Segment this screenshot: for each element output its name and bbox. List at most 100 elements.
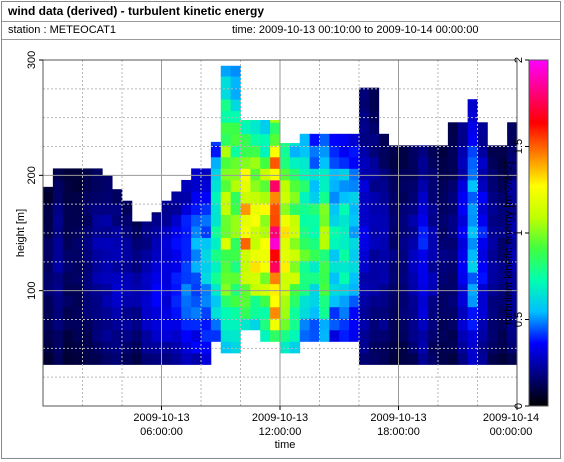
heatmap-cell xyxy=(250,283,261,296)
heatmap-cell xyxy=(82,341,93,354)
heatmap-cell xyxy=(82,226,93,239)
heatmap-cell xyxy=(191,237,202,250)
heatmap-cell xyxy=(457,191,469,204)
heatmap-cell xyxy=(438,203,449,215)
heatmap-cell xyxy=(299,145,311,158)
heatmap-cell xyxy=(240,133,251,146)
heatmap-cell xyxy=(240,283,251,296)
heatmap-cell xyxy=(43,214,54,227)
heatmap-cell xyxy=(487,156,498,169)
station-label: station : METEOCAT1 xyxy=(8,24,116,36)
heatmap-cell xyxy=(82,272,93,285)
heatmap-cell xyxy=(497,249,508,262)
heatmap-cell xyxy=(240,156,251,169)
heatmap-cell xyxy=(230,249,241,262)
heatmap-cell xyxy=(250,226,261,239)
heatmap-cell xyxy=(141,226,153,239)
heatmap-cell xyxy=(210,168,222,181)
heatmap-cell xyxy=(329,295,340,308)
heatmap-cell xyxy=(210,260,222,273)
heatmap-cell xyxy=(408,168,419,181)
heatmap-cell xyxy=(408,295,419,308)
heatmap-cell xyxy=(428,237,439,250)
heatmap-cell xyxy=(447,133,459,146)
heatmap-cell xyxy=(92,318,103,331)
heatmap-cell xyxy=(359,352,370,365)
heatmap-cell xyxy=(92,203,103,215)
heatmap-cell xyxy=(161,203,172,215)
heatmap-cell xyxy=(171,249,182,262)
heatmap-cell xyxy=(329,318,340,331)
heatmap-cell xyxy=(151,249,162,262)
heatmap-cell xyxy=(240,318,251,331)
heatmap-cell xyxy=(102,283,113,296)
heatmap-cells xyxy=(43,65,518,365)
heatmap-cell xyxy=(319,168,330,181)
heatmap-cell xyxy=(240,179,251,192)
heatmap-cell xyxy=(112,272,123,285)
heatmap-cell xyxy=(220,283,232,296)
heatmap-cell xyxy=(72,352,83,365)
heatmap-cell xyxy=(428,168,439,181)
heatmap-cell xyxy=(161,306,172,319)
heatmap-cell xyxy=(378,237,390,250)
heatmap-cell xyxy=(122,295,133,308)
heatmap-cell xyxy=(52,283,64,296)
heatmap-cell xyxy=(329,133,340,146)
heatmap-cell xyxy=(141,221,153,227)
heatmap-cell xyxy=(220,249,232,262)
heatmap-cell xyxy=(309,237,320,250)
heatmap-cell xyxy=(250,122,261,135)
heatmap-cell xyxy=(102,306,113,319)
heatmap-cell xyxy=(299,168,311,181)
heatmap-cell xyxy=(319,237,330,250)
heatmap-cell xyxy=(408,329,419,342)
heatmap-cell xyxy=(398,191,409,204)
heatmap-cell xyxy=(388,272,399,285)
heatmap-cell xyxy=(428,179,439,192)
heatmap-cell xyxy=(220,122,232,135)
heatmap-cell xyxy=(368,87,380,100)
heatmap-cell xyxy=(467,306,478,319)
heatmap-cell xyxy=(428,352,439,365)
heatmap-cell xyxy=(230,341,241,354)
heatmap-cell xyxy=(220,329,232,342)
heatmap-cell xyxy=(319,283,330,296)
heatmap-cell xyxy=(467,295,478,308)
heatmap-cell xyxy=(398,214,409,227)
heatmap-cell xyxy=(359,306,370,319)
heatmap-cell xyxy=(230,65,241,77)
heatmap-cell xyxy=(122,260,133,273)
heatmap-cell xyxy=(289,168,301,181)
heatmap-cell xyxy=(112,203,123,215)
heatmap-cell xyxy=(181,203,192,215)
heatmap-cell xyxy=(102,179,113,192)
heatmap-cell xyxy=(497,214,508,227)
heatmap-cell xyxy=(72,341,83,354)
heatmap-cell xyxy=(408,260,419,273)
heatmap-cell xyxy=(289,306,301,319)
heatmap-cell xyxy=(428,203,439,215)
heatmap-cell xyxy=(270,133,281,146)
heatmap-cell xyxy=(368,226,380,239)
heatmap-cell xyxy=(359,249,370,262)
heatmap-cell xyxy=(418,214,429,227)
heatmap-cell xyxy=(141,295,153,308)
heatmap-cell xyxy=(349,283,360,296)
heatmap-cell xyxy=(309,179,320,192)
x-tick-label: 12:00:00 xyxy=(259,426,302,438)
heatmap-cell xyxy=(181,295,192,308)
heatmap-cell xyxy=(52,318,64,331)
heatmap-cell xyxy=(418,168,429,181)
heatmap-cell xyxy=(62,237,74,250)
heatmap-cell xyxy=(62,249,74,262)
heatmap-cell xyxy=(309,168,320,181)
heatmap-cell xyxy=(92,214,103,227)
heatmap-cell xyxy=(497,168,508,181)
heatmap-cell xyxy=(299,179,311,192)
heatmap-cell xyxy=(477,249,488,262)
heatmap-cell xyxy=(72,306,83,319)
heatmap-cell xyxy=(487,283,498,296)
heatmap-cell xyxy=(270,156,281,169)
heatmap-cell xyxy=(368,272,380,285)
